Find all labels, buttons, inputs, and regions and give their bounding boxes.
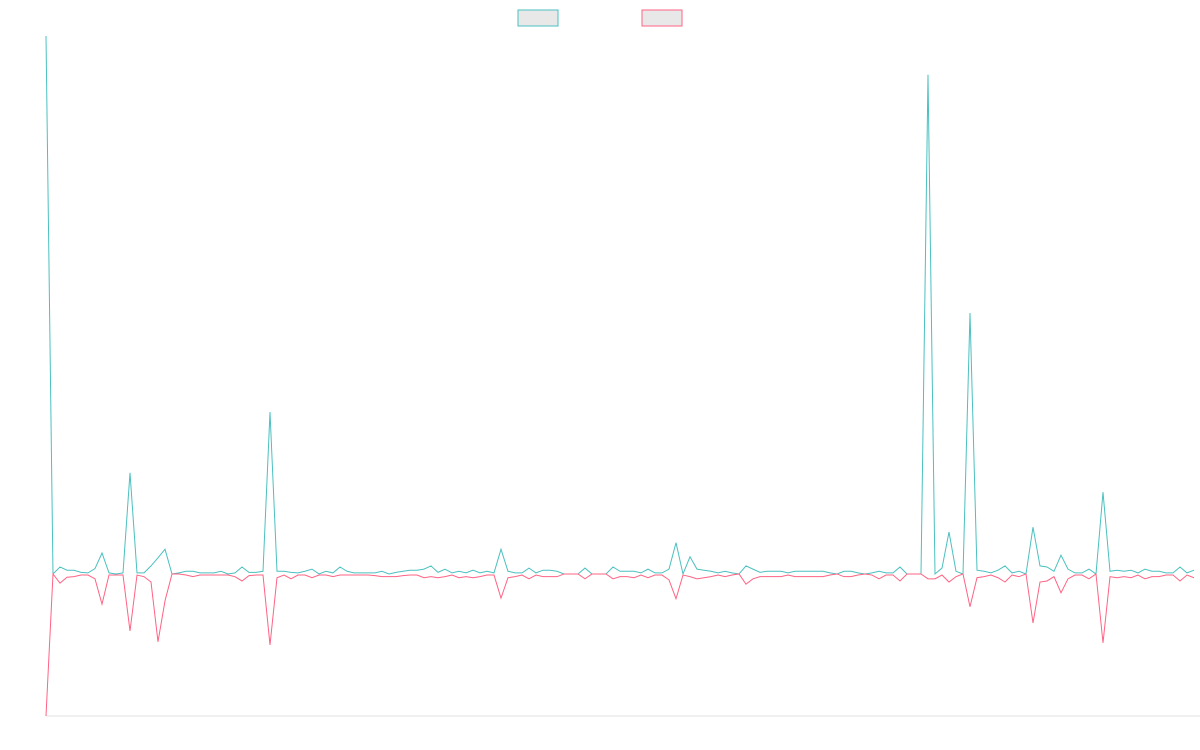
- legend-swatch: [517, 9, 559, 27]
- series-line: [45, 572, 1195, 717]
- legend-swatch: [641, 9, 683, 27]
- series-line: [45, 35, 1195, 576]
